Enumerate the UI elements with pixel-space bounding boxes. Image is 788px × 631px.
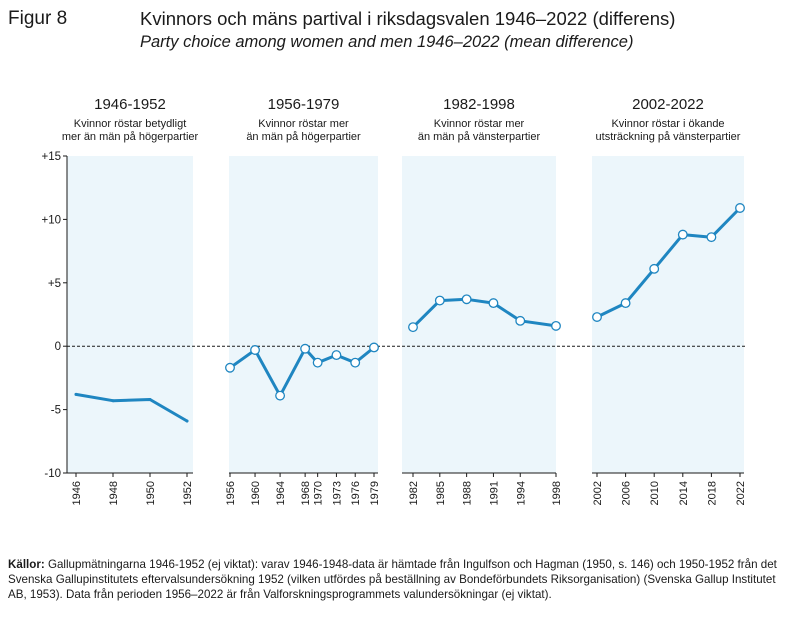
x-tick-label: 1948 — [108, 481, 120, 505]
sources-note: Källor: Gallupmätningarna 1946-1952 (ej … — [8, 557, 778, 602]
data-point — [331, 350, 342, 361]
x-tick-label: 2014 — [678, 481, 690, 505]
data-point — [461, 294, 472, 305]
data-point — [592, 312, 602, 322]
x-tick-label: 1985 — [435, 481, 447, 505]
data-point — [300, 343, 311, 354]
x-tick-label: 1982 — [408, 481, 420, 505]
x-tick-label: 1956 — [225, 481, 237, 505]
sources-text: Gallupmätningarna 1946-1952 (ej viktat):… — [8, 558, 777, 601]
data-point — [185, 419, 189, 423]
data-point — [677, 229, 688, 240]
x-tick-label: 1950 — [145, 481, 157, 505]
data-point — [488, 298, 499, 309]
y-tick-label: 0 — [55, 341, 61, 353]
y-tick-label: +5 — [48, 278, 61, 290]
panel-subtitle-line: Kvinnor röstar mer — [434, 118, 525, 130]
panel-subtitle-line: Kvinnor röstar mer — [258, 118, 349, 130]
data-point — [620, 298, 631, 309]
panel-title: 1946-1952 — [94, 96, 166, 113]
series-line — [411, 297, 558, 329]
line-chart: +15 +10 +5 0 -5 -10 1946-1952 Kvinnor röstar be… — [41, 96, 747, 505]
y-tick-label: -10 — [44, 468, 61, 480]
x-tick-label: 1968 — [300, 481, 312, 505]
panel-background — [67, 156, 193, 473]
data-point — [735, 203, 745, 213]
y-tick-label: +10 — [41, 214, 61, 226]
x-tick-label: 2018 — [706, 481, 718, 505]
y-tick-label: +15 — [41, 151, 61, 163]
x-tick-label: 2002 — [592, 481, 604, 505]
data-point — [706, 232, 717, 243]
panel-title: 2002-2022 — [632, 96, 704, 113]
x-tick-label: 1952 — [182, 481, 194, 505]
panel-title: 1982-1998 — [443, 96, 515, 113]
panel-subtitle-line: utsträckning på vänsterpartier — [596, 131, 741, 143]
data-point — [515, 315, 526, 326]
x-tick-label: 1988 — [462, 481, 474, 505]
panel-subtitle-line: mer än män på högerpartier — [62, 131, 199, 143]
data-point — [74, 392, 78, 396]
x-tick-label: 1946 — [71, 481, 83, 505]
panel-background — [592, 156, 744, 473]
chart-subtitle: Party choice among women and men 1946–20… — [140, 33, 634, 51]
panel-background — [229, 156, 378, 473]
data-point — [275, 390, 286, 401]
x-tick-label: 2006 — [621, 481, 633, 505]
sources-label: Källor: — [8, 558, 45, 571]
panel-subtitle-line: än män på högerpartier — [246, 131, 361, 143]
data-point — [408, 322, 418, 333]
x-tick-label: 1979 — [369, 481, 381, 505]
x-tick-label: 1994 — [515, 481, 527, 505]
data-point — [369, 342, 379, 353]
chart-title: Kvinnors och mäns partival i riksdagsval… — [140, 8, 676, 29]
data-point — [551, 320, 561, 331]
y-tick-label: -5 — [51, 405, 61, 417]
x-tick-label: 1973 — [331, 481, 343, 505]
data-point — [148, 397, 152, 401]
data-point — [434, 295, 445, 306]
data-point — [250, 345, 260, 355]
x-tick-label: 1991 — [488, 481, 500, 505]
x-tick-label: 1964 — [275, 481, 287, 505]
x-tick-label: 1998 — [551, 481, 563, 505]
data-point — [649, 263, 660, 274]
data-point — [350, 357, 361, 368]
x-tick-label: 1976 — [350, 481, 362, 505]
data-point — [312, 357, 323, 368]
panel-subtitle-line: än män på vänsterpartier — [418, 131, 541, 143]
panel-title: 1956-1979 — [268, 96, 340, 113]
panel-subtitle-line: Kvinnor röstar i ökande — [611, 118, 724, 130]
figure-label: Figur 8 — [8, 8, 68, 29]
data-point — [111, 399, 115, 403]
x-tick-label: 1970 — [313, 481, 325, 505]
series-line — [595, 206, 742, 319]
x-tick-label: 2022 — [735, 481, 747, 505]
x-tick-label: 2010 — [649, 481, 661, 505]
data-point — [225, 362, 235, 373]
panel-subtitle-line: Kvinnor röstar betydligt — [74, 118, 187, 130]
series-line — [74, 392, 189, 423]
x-tick-label: 1960 — [250, 481, 262, 505]
